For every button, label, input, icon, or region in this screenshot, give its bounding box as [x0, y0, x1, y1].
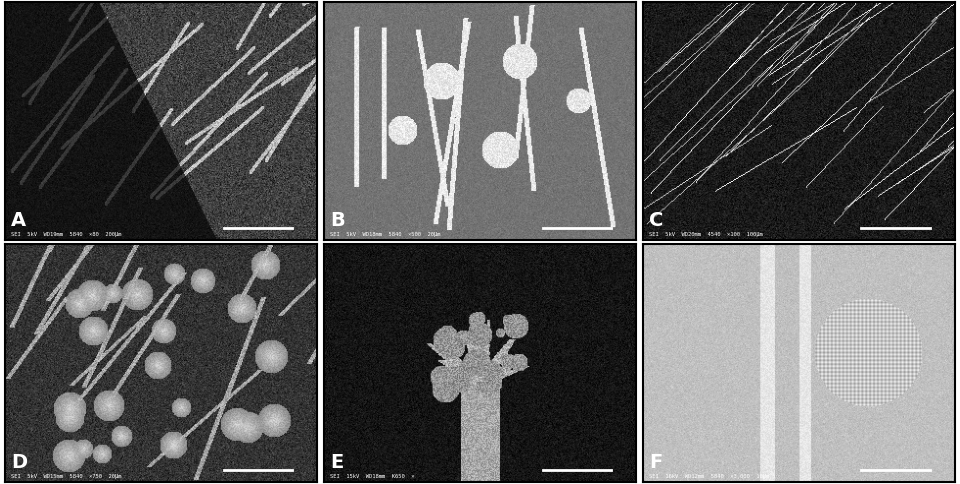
- Text: B: B: [330, 211, 345, 230]
- Text: F: F: [649, 453, 662, 472]
- Text: SEI  5kV  WD18mm  5840  ×500  20μm: SEI 5kV WD18mm 5840 ×500 20μm: [330, 232, 441, 237]
- Text: SEI  5kV  WD15mm  5840  ×750  20μm: SEI 5kV WD15mm 5840 ×750 20μm: [12, 474, 122, 479]
- Text: SEI  15kV  WD18mm  K650  ×: SEI 15kV WD18mm K650 ×: [330, 474, 415, 479]
- Text: E: E: [330, 453, 343, 472]
- Text: SEI  5kV  WD20mm  4540  ×100  100μm: SEI 5kV WD20mm 4540 ×100 100μm: [649, 232, 762, 237]
- Text: D: D: [12, 453, 27, 472]
- Text: A: A: [12, 211, 26, 230]
- Text: SEI  16kV  WD12mm  5840  ×3,000  10μm: SEI 16kV WD12mm 5840 ×3,000 10μm: [649, 474, 769, 479]
- Text: SEI  5kV  WD19mm  5840  ×80  200μm: SEI 5kV WD19mm 5840 ×80 200μm: [12, 232, 122, 237]
- Text: C: C: [649, 211, 663, 230]
